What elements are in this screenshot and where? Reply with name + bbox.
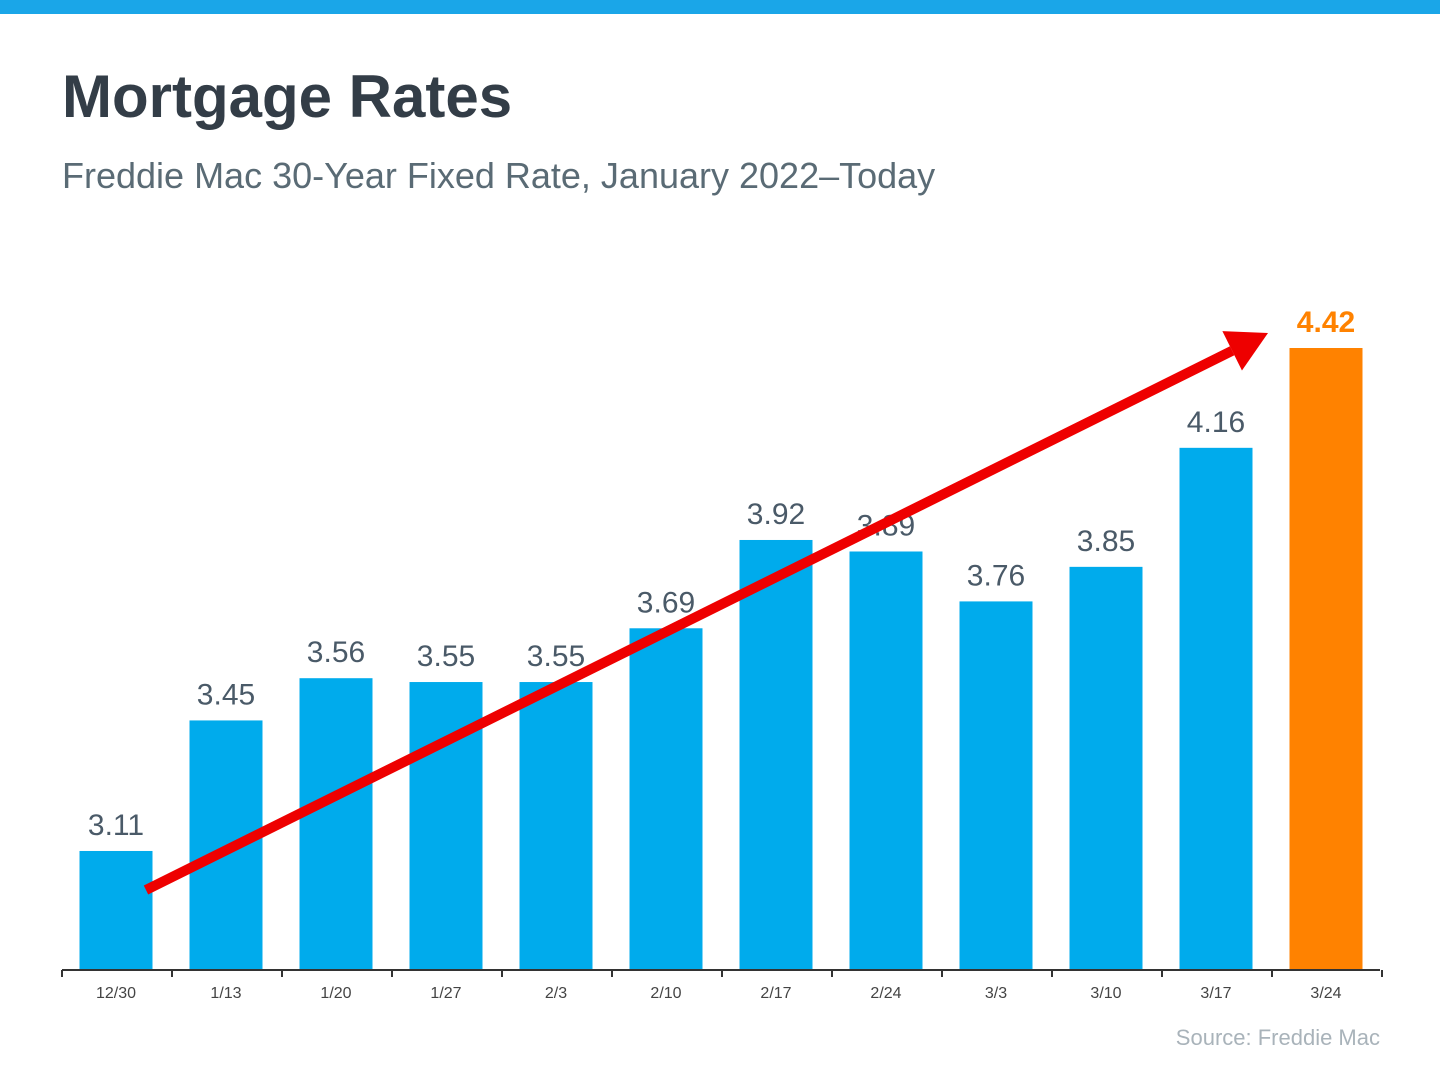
bar-2-10 xyxy=(629,628,703,970)
x-tick-label-1-13: 1/13 xyxy=(210,985,241,1002)
x-tick-label-2-10: 2/10 xyxy=(650,985,681,1002)
x-tick-label-12-30: 12/30 xyxy=(96,985,136,1002)
x-tick-label-3-17: 3/17 xyxy=(1200,985,1231,1002)
x-tick-label-2-17: 2/17 xyxy=(760,985,791,1002)
x-tick-label-3-24: 3/24 xyxy=(1310,985,1341,1002)
x-tick-label-1-27: 1/27 xyxy=(430,985,461,1002)
bar-3-24 xyxy=(1289,348,1363,970)
trend-arrow-head xyxy=(1222,331,1268,371)
data-label-1-13: 3.45 xyxy=(197,678,255,711)
bar-1-20 xyxy=(299,678,373,970)
chart-title: Mortgage Rates xyxy=(62,63,513,130)
bar-2-17 xyxy=(739,539,813,970)
data-label-3-17: 4.16 xyxy=(1187,406,1245,439)
x-tick-label-3-10: 3/10 xyxy=(1090,985,1121,1002)
data-label-2-17: 3.92 xyxy=(747,498,805,531)
x-tick-label-1-20: 1/20 xyxy=(320,985,351,1002)
bar-2-24 xyxy=(849,551,923,970)
data-label-3-24: 4.42 xyxy=(1297,306,1355,339)
data-label-12-30: 3.11 xyxy=(88,809,144,842)
top-accent-stripe xyxy=(0,0,1440,14)
bar-2-3 xyxy=(519,682,593,970)
trend-arrow-line xyxy=(143,346,1235,895)
x-tick-label-3-3: 3/3 xyxy=(985,985,1007,1002)
bar-3-3 xyxy=(959,601,1033,970)
data-label-3-10: 3.85 xyxy=(1077,525,1135,558)
data-label-3-3: 3.76 xyxy=(967,559,1025,592)
data-label-1-27: 3.55 xyxy=(417,640,475,673)
data-label-2-10: 3.69 xyxy=(637,586,695,619)
bar-3-10 xyxy=(1069,566,1143,970)
source-note: Source: Freddie Mac xyxy=(1175,1025,1380,1050)
x-tick-label-2-24: 2/24 xyxy=(870,985,901,1002)
bar-3-17 xyxy=(1179,447,1253,970)
chart-subtitle: Freddie Mac 30-Year Fixed Rate, January … xyxy=(62,155,936,196)
x-tick-label-2-3: 2/3 xyxy=(545,985,567,1002)
data-label-1-20: 3.56 xyxy=(307,636,365,669)
bar-12-30 xyxy=(79,850,153,970)
data-label-2-3: 3.55 xyxy=(527,640,585,673)
